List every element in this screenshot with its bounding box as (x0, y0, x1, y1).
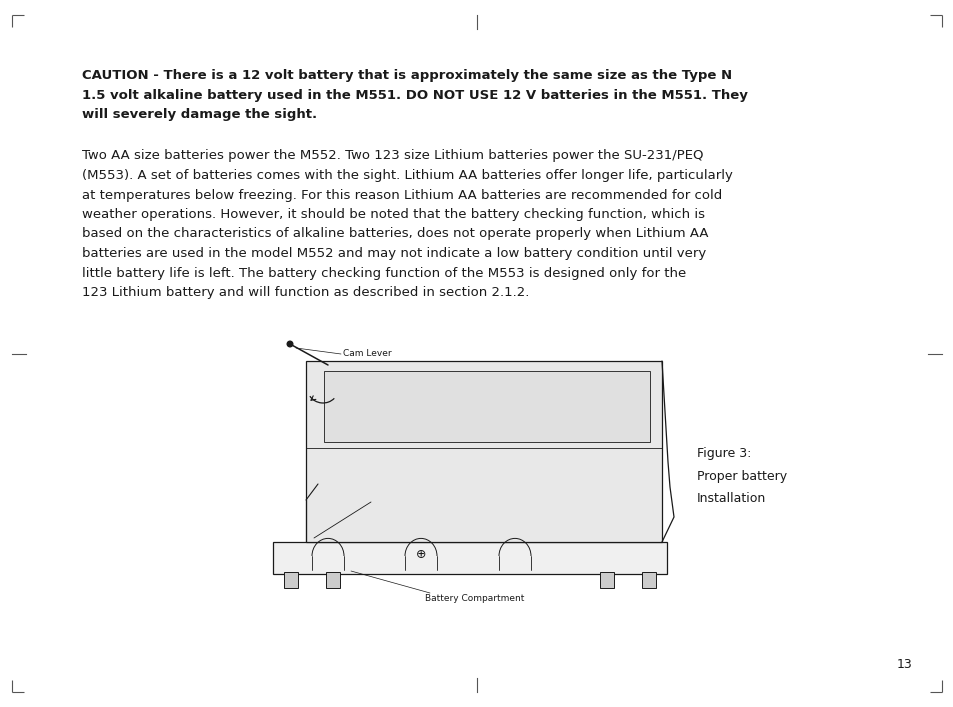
Text: 123 Lithium battery and will function as described in section 2.1.2.: 123 Lithium battery and will function as… (82, 286, 529, 299)
Text: will severely damage the sight.: will severely damage the sight. (82, 108, 316, 121)
Text: ⊕: ⊕ (416, 549, 426, 561)
Bar (324, 371, 649, 442)
Text: Cam Lever: Cam Lever (343, 349, 392, 358)
Text: Installation: Installation (697, 491, 765, 505)
Text: Battery Compartment: Battery Compartment (425, 594, 524, 603)
Text: at temperatures below freezing. For this reason Lithium AA batteries are recomme: at temperatures below freezing. For this… (82, 189, 721, 201)
Bar (599, 572, 614, 588)
Text: little battery life is left. The battery checking function of the M553 is design: little battery life is left. The battery… (82, 267, 685, 279)
Text: Figure 3:: Figure 3: (697, 448, 751, 460)
Bar (641, 572, 656, 588)
Bar (284, 572, 297, 588)
Text: 13: 13 (895, 658, 911, 671)
Bar (306, 361, 661, 542)
Bar (273, 542, 666, 574)
Bar (326, 572, 339, 588)
Text: 1.5 volt alkaline battery used in the M551. DO NOT USE 12 V batteries in the M55: 1.5 volt alkaline battery used in the M5… (82, 88, 747, 102)
Text: weather operations. However, it should be noted that the battery checking functi: weather operations. However, it should b… (82, 208, 704, 221)
Circle shape (287, 341, 293, 347)
Text: Proper battery: Proper battery (697, 469, 786, 482)
Text: (M553). A set of batteries comes with the sight. Lithium AA batteries offer long: (M553). A set of batteries comes with th… (82, 169, 732, 182)
Text: batteries are used in the model M552 and may not indicate a low battery conditio: batteries are used in the model M552 and… (82, 247, 705, 260)
Text: CAUTION - There is a 12 volt battery that is approximately the same size as the : CAUTION - There is a 12 volt battery tha… (82, 69, 731, 82)
Text: Two AA size batteries power the M552. Two 123 size Lithium batteries power the S: Two AA size batteries power the M552. Tw… (82, 149, 702, 163)
Text: based on the characteristics of alkaline batteries, does not operate properly wh: based on the characteristics of alkaline… (82, 228, 708, 240)
